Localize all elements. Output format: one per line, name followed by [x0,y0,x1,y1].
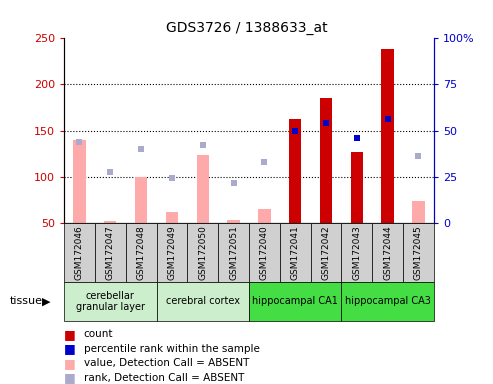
Text: ■: ■ [64,342,76,355]
Text: GSM172046: GSM172046 [75,225,84,280]
Bar [341,282,434,321]
Bar [104,221,116,223]
Bar [403,223,434,282]
Bar [157,282,249,321]
Text: count: count [84,329,113,339]
Bar [311,223,341,282]
Bar [249,223,280,282]
Bar [64,282,157,321]
Text: rank, Detection Call = ABSENT: rank, Detection Call = ABSENT [84,373,244,383]
Bar [135,177,147,223]
Text: GSM172049: GSM172049 [168,225,176,280]
Text: tissue: tissue [10,296,43,306]
Text: value, Detection Call = ABSENT: value, Detection Call = ABSENT [84,358,249,368]
Text: GSM172041: GSM172041 [291,225,300,280]
Text: GSM172042: GSM172042 [321,225,330,280]
Bar [320,98,332,223]
Bar [95,223,126,282]
Text: GDS3726 / 1388633_at: GDS3726 / 1388633_at [166,21,327,35]
Bar [280,223,311,282]
Text: GSM172050: GSM172050 [198,225,207,280]
Text: percentile rank within the sample: percentile rank within the sample [84,344,260,354]
Bar [382,50,394,223]
Text: ■: ■ [64,357,76,370]
Text: cerebellar
granular layer: cerebellar granular layer [76,291,145,312]
Text: ▶: ▶ [42,296,50,306]
Bar [372,223,403,282]
Text: ■: ■ [64,328,76,341]
Bar [341,223,372,282]
Bar [412,200,424,223]
Text: GSM172044: GSM172044 [383,225,392,280]
Bar [73,140,86,223]
Text: cerebral cortex: cerebral cortex [166,296,240,306]
Bar [64,223,95,282]
Bar [126,223,157,282]
Text: GSM172048: GSM172048 [137,225,145,280]
Bar [157,223,187,282]
Text: hippocampal CA1: hippocampal CA1 [252,296,338,306]
Bar [258,209,271,223]
Text: GSM172043: GSM172043 [352,225,361,280]
Bar [227,220,240,223]
Text: GSM172047: GSM172047 [106,225,115,280]
Bar [166,212,178,223]
Text: ■: ■ [64,371,76,384]
Bar [351,152,363,223]
Text: GSM172051: GSM172051 [229,225,238,280]
Bar [187,223,218,282]
Bar [218,223,249,282]
Bar [249,282,341,321]
Bar [289,119,301,223]
Text: GSM172045: GSM172045 [414,225,423,280]
Text: hippocampal CA3: hippocampal CA3 [345,296,430,306]
Bar [197,154,209,223]
Text: GSM172040: GSM172040 [260,225,269,280]
